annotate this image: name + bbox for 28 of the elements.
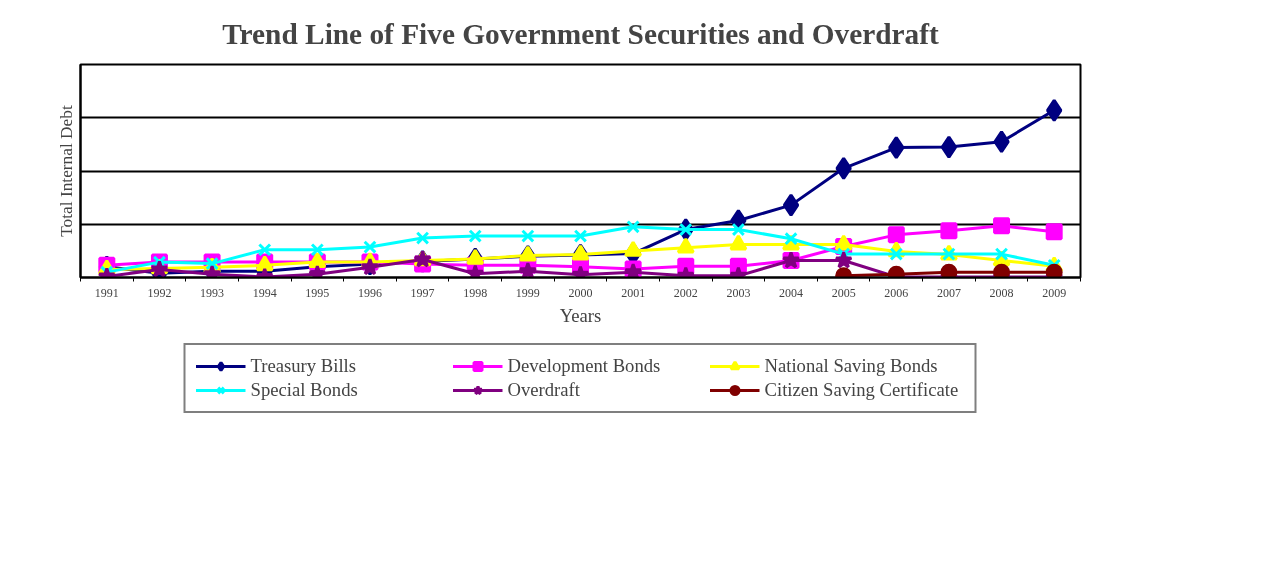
legend-label: National Saving Bonds	[764, 355, 939, 377]
legend-label: Treasury Bills	[250, 355, 358, 377]
x-tick-label: 1991	[94, 285, 119, 300]
x-tick-label: 2008	[989, 285, 1014, 300]
x-tick-label: 2003	[726, 285, 751, 300]
chart-title: Trend Line of Five Government Securities and Overdraft	[222, 17, 940, 50]
x-axis-title: Years	[559, 304, 602, 326]
x-tick-label: 2001	[621, 285, 646, 300]
legend-label: Overdraft	[507, 379, 581, 401]
x-tick-label: 2007	[936, 285, 961, 300]
x-tick-label: 2005	[831, 285, 856, 300]
x-tick-label: 2000	[568, 285, 593, 300]
x-tick-label: 1997	[410, 285, 435, 300]
x-tick-label: 1996	[357, 285, 382, 300]
y-axis-title: Total Internal Debt	[56, 105, 76, 237]
legend-label: Development Bonds	[507, 355, 662, 377]
x-tick-label: 2006	[884, 285, 909, 300]
x-tick-label: 1993	[200, 285, 225, 300]
legend-label: Citizen Saving Certificate	[764, 379, 960, 401]
x-tick-label: 1998	[463, 285, 488, 300]
x-tick-label: 1992	[147, 285, 172, 300]
x-tick-label: 1994	[252, 285, 277, 300]
legend-label: Special Bonds	[250, 379, 359, 401]
x-tick-label: 1995	[305, 285, 330, 300]
x-tick-label: 2002	[673, 285, 698, 300]
x-tick-label: 2009	[1042, 285, 1067, 300]
x-tick-label: 2004	[779, 285, 804, 300]
x-tick-label: 1999	[515, 285, 540, 300]
